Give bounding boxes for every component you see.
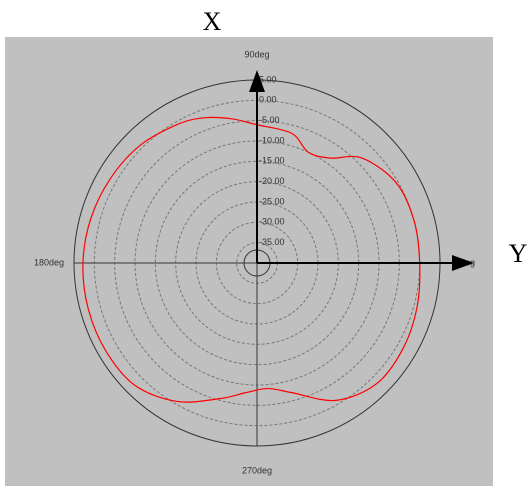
r-tick-label: -30.00 <box>259 217 285 227</box>
r-tick-label: 0.00 <box>259 95 277 105</box>
r-tick-label: 5.00 <box>259 74 277 84</box>
r-tick-label: -25.00 <box>259 196 285 206</box>
y-annotation: Y <box>509 239 528 268</box>
r-tick-label: -20.00 <box>259 176 285 186</box>
r-tick-label: -15.00 <box>259 156 285 166</box>
y-arrowhead <box>452 255 474 271</box>
pattern-curve <box>82 116 421 403</box>
angle-label: 180deg <box>34 257 64 267</box>
x-arrowhead <box>249 70 265 92</box>
angle-label: 90deg <box>244 49 269 59</box>
angle-label: 270deg <box>242 465 272 475</box>
r-tick-label: -35.00 <box>259 237 285 247</box>
r-tick-label: -10.00 <box>259 135 285 145</box>
x-annotation: X <box>203 7 222 36</box>
r-tick-label: -5.00 <box>259 115 280 125</box>
